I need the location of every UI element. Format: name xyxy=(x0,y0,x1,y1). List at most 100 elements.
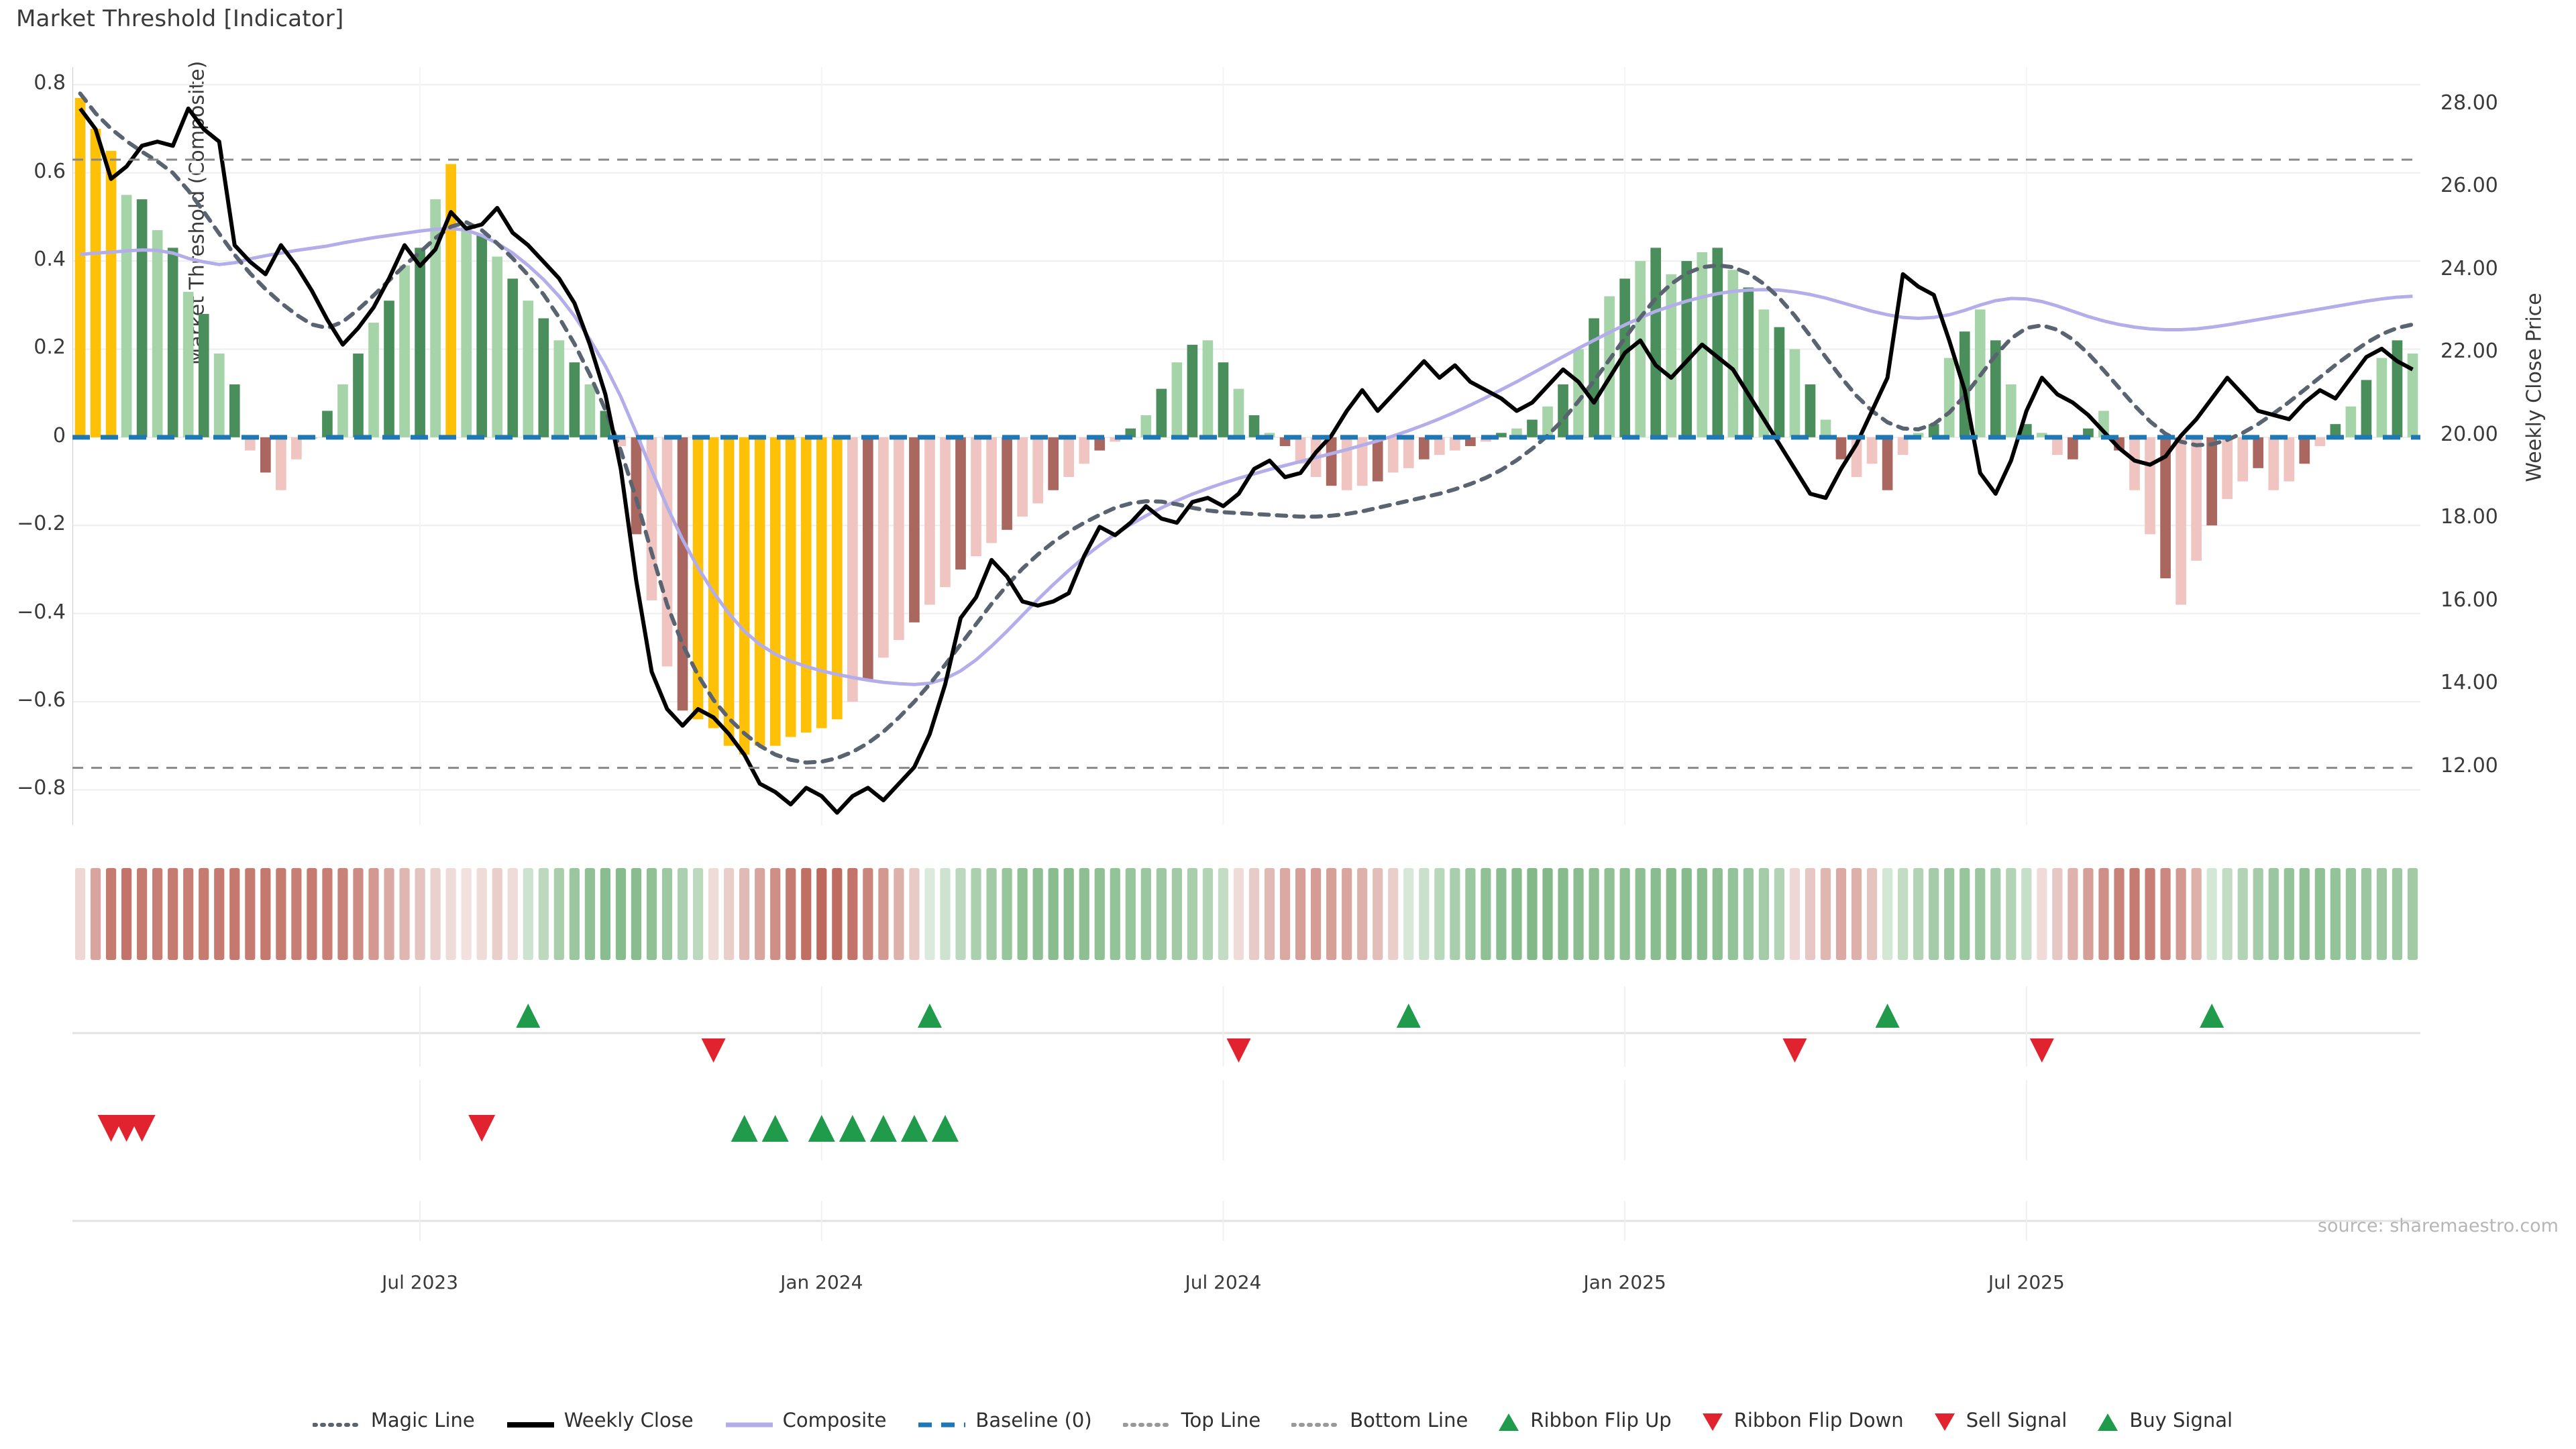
ribbon-cell xyxy=(1311,868,1322,960)
ribbon-cell xyxy=(168,868,178,960)
left-tick-label: 0.6 xyxy=(34,159,66,183)
histogram-bar xyxy=(476,234,488,437)
ribbon-cell xyxy=(399,868,410,960)
ribbon-cell xyxy=(894,868,904,960)
histogram-bar xyxy=(2206,437,2217,526)
ribbon-cell xyxy=(1929,868,1939,960)
main-plot-panel xyxy=(72,67,2420,825)
ribbon-cell xyxy=(1697,868,1707,960)
source-attribution: source: sharemaestro.com xyxy=(2317,1216,2559,1236)
ribbon-cell xyxy=(2191,868,2202,960)
ribbon-cell xyxy=(631,868,642,960)
legend-item[interactable]: Bottom Line xyxy=(1291,1409,1468,1432)
histogram-bar xyxy=(1218,362,1229,437)
histogram-bar xyxy=(1820,419,1831,437)
ribbon-cell xyxy=(1233,868,1244,960)
histogram-bar xyxy=(1202,340,1214,437)
right-tick-label: 12.00 xyxy=(2440,753,2498,777)
histogram-bar xyxy=(940,437,951,588)
legend-item[interactable]: Ribbon Flip Down xyxy=(1702,1409,1904,1432)
ribbon-cell xyxy=(1990,868,2001,960)
legend-item[interactable]: Weekly Close xyxy=(506,1409,694,1432)
histogram-bar xyxy=(399,265,410,437)
histogram-bar xyxy=(2160,437,2171,579)
histogram-bar xyxy=(1681,261,1693,437)
histogram-bar xyxy=(2361,380,2372,437)
ribbon-cell xyxy=(1326,868,1337,960)
ribbon-cell xyxy=(1727,868,1738,960)
ribbon-cell xyxy=(971,868,981,960)
dotted-line-icon xyxy=(311,1413,363,1427)
ribbon-cell xyxy=(2037,868,2047,960)
ribbon-cell xyxy=(121,868,132,960)
legend-item[interactable]: Magic Line xyxy=(311,1409,475,1432)
histogram-bar xyxy=(1063,437,1075,477)
legend-item[interactable]: Buy Signal xyxy=(2098,1409,2233,1432)
ribbon-cell xyxy=(2098,868,2109,960)
ribbon-cell xyxy=(1542,868,1553,960)
ribbon-cell xyxy=(90,868,101,960)
ribbon-cell xyxy=(1558,868,1568,960)
ribbon-cell xyxy=(770,868,781,960)
histogram-bar xyxy=(2345,406,2357,437)
ribbon-flip-up-icon xyxy=(516,1004,541,1028)
histogram-bar xyxy=(291,437,302,460)
histogram-bar xyxy=(2284,437,2295,482)
histogram-bar xyxy=(445,164,456,437)
histogram-bar xyxy=(1527,419,1538,437)
legend-item-label: Ribbon Flip Down xyxy=(1733,1409,1904,1432)
ribbon-cell xyxy=(1573,868,1584,960)
left-tick-label: 0.8 xyxy=(34,71,66,95)
right-tick-label: 26.00 xyxy=(2440,174,2498,198)
histogram-bar xyxy=(924,437,935,605)
legend-item-label: Buy Signal xyxy=(2129,1409,2233,1432)
ribbon-cell xyxy=(1960,868,1970,960)
ribbon-cell xyxy=(1805,868,1816,960)
histogram-bar xyxy=(105,150,117,437)
histogram-bar xyxy=(863,437,873,680)
histogram-bar xyxy=(1248,415,1260,437)
ribbon-cell xyxy=(1619,868,1630,960)
ribbon-cell xyxy=(276,868,286,960)
ribbon-flip-up-icon xyxy=(1396,1004,1421,1028)
legend-item[interactable]: Composite xyxy=(724,1409,886,1432)
ribbon-cell xyxy=(1434,868,1445,960)
ribbon-flip-down-icon xyxy=(1226,1038,1251,1063)
ribbon-cell xyxy=(2083,868,2094,960)
buy-signal-icon xyxy=(761,1115,789,1142)
histogram-bar xyxy=(785,437,796,737)
ribbon-cell xyxy=(1187,868,1198,960)
buy-signal-icon xyxy=(731,1115,758,1142)
ribbon-cell xyxy=(924,868,935,960)
ribbon-cell xyxy=(2376,868,2387,960)
legend-item[interactable]: Sell Signal xyxy=(1934,1409,2067,1432)
ribbon-cell xyxy=(1496,868,1507,960)
legend-item[interactable]: Top Line xyxy=(1122,1409,1260,1432)
ribbon-cell xyxy=(1681,868,1692,960)
ribbon-cell xyxy=(1279,868,1291,960)
ribbon-cell xyxy=(832,868,843,960)
ribbon-cell xyxy=(415,868,425,960)
histogram-bar xyxy=(1727,270,1739,437)
weekly-close-line xyxy=(78,106,2414,815)
histogram-bar xyxy=(1017,437,1028,517)
ribbon-cell xyxy=(1140,868,1151,960)
ribbon-cell xyxy=(1388,868,1399,960)
histogram-bar xyxy=(2052,437,2063,455)
x-tick-label: Jan 2025 xyxy=(1583,1271,1666,1293)
buy-sell-signal-panel xyxy=(72,1080,2420,1161)
legend-item[interactable]: Ribbon Flip Up xyxy=(1499,1409,1672,1432)
legend-item[interactable]: Baseline (0) xyxy=(917,1409,1092,1432)
ribbon-cell xyxy=(183,868,194,960)
ribbon-cell xyxy=(1527,868,1538,960)
ribbon-cell xyxy=(1063,868,1074,960)
ribbon-cell xyxy=(337,868,348,960)
ribbon-flip-up-icon xyxy=(917,1004,942,1028)
histogram-bar xyxy=(1356,437,1368,486)
ribbon-flip-down-icon xyxy=(701,1038,726,1063)
ribbon-cell xyxy=(1666,868,1676,960)
ribbon-cell xyxy=(214,868,225,960)
right-tick-label: 24.00 xyxy=(2440,256,2498,280)
ribbon-cell xyxy=(1944,868,1955,960)
